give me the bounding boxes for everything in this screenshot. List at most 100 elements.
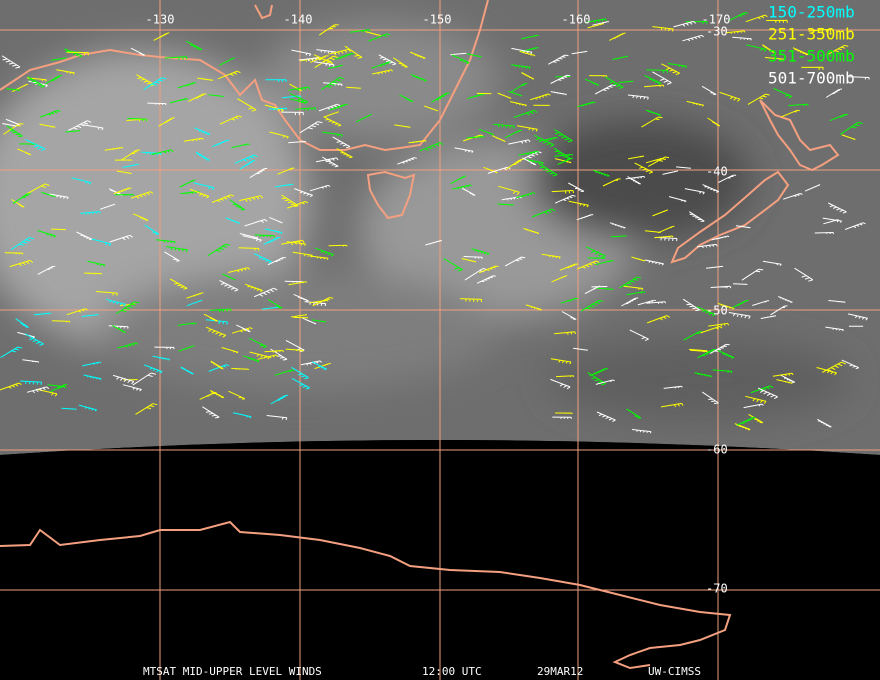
latitude-labels: -30 -40 -50 -60 -70 xyxy=(706,25,728,596)
wind-barb xyxy=(11,83,29,93)
wind-barb xyxy=(568,182,585,192)
wind-barb xyxy=(332,136,351,149)
wind-barb xyxy=(321,156,339,168)
wind-barb xyxy=(397,157,417,165)
wind-barb xyxy=(696,243,718,249)
wind-barb xyxy=(294,188,313,198)
wind-barb xyxy=(242,235,262,242)
wind-barb xyxy=(685,21,708,25)
wind-barb xyxy=(524,158,544,165)
tasmania-coast xyxy=(366,170,416,220)
footer-product: MTSAT MID-UPPER LEVEL WINDS xyxy=(143,665,322,678)
new-zealand-north xyxy=(759,99,840,172)
wind-barb xyxy=(371,61,392,69)
wind-barb xyxy=(559,263,579,271)
wind-barb xyxy=(264,228,283,234)
wind-barb xyxy=(186,299,203,307)
wind-barb xyxy=(745,395,767,404)
wind-barb xyxy=(105,298,126,307)
wind-barb xyxy=(684,188,705,195)
wind-barb xyxy=(244,219,268,227)
wind-barb xyxy=(242,355,260,363)
wind-barb xyxy=(275,183,294,188)
wind-barb xyxy=(641,116,663,128)
wind-barb xyxy=(285,348,304,352)
wind-barb xyxy=(822,217,842,223)
wind-barb xyxy=(557,157,574,165)
wind-barb xyxy=(84,272,102,275)
wind-barb xyxy=(584,78,600,86)
wind-barb xyxy=(804,184,821,192)
wind-barb xyxy=(735,225,751,229)
wind-barb xyxy=(828,300,846,304)
wind-barb xyxy=(766,19,788,23)
wind-barb xyxy=(99,203,116,210)
wind-barb xyxy=(177,82,197,89)
wind-barb xyxy=(594,260,614,266)
wind-barb xyxy=(419,142,444,152)
wind-barb xyxy=(334,52,354,60)
wind-barb xyxy=(554,194,576,204)
wind-barb xyxy=(626,291,646,296)
wind-barb xyxy=(762,260,782,266)
wind-barb xyxy=(696,306,716,317)
wind-barb xyxy=(36,388,58,397)
wind-barb xyxy=(521,72,535,80)
wind-barb xyxy=(65,130,81,133)
wind-barb xyxy=(467,93,486,99)
wind-barb xyxy=(269,216,283,224)
wind-barb xyxy=(646,301,667,304)
wind-barb xyxy=(513,109,538,118)
wind-barb xyxy=(203,313,218,322)
wind-barb xyxy=(587,372,606,386)
wind-barb xyxy=(707,117,721,127)
wind-barb xyxy=(506,158,524,170)
wind-barb xyxy=(410,73,427,82)
wind-barb xyxy=(208,94,224,97)
latitude-label: -30 xyxy=(706,25,728,39)
wind-barb xyxy=(827,202,847,214)
wind-barb xyxy=(618,276,642,289)
wind-barb xyxy=(450,52,467,56)
longitude-label: -130 xyxy=(146,13,175,27)
wind-barb xyxy=(228,267,251,273)
wind-barb xyxy=(647,156,670,167)
wind-barb xyxy=(717,350,735,359)
wind-barb xyxy=(116,170,132,174)
wind-barb xyxy=(825,326,844,332)
wind-barb xyxy=(509,101,527,107)
wind-barb xyxy=(1,55,21,69)
wind-barb xyxy=(15,318,29,328)
wind-barb xyxy=(328,103,349,111)
wind-barb xyxy=(33,312,52,316)
wind-barb xyxy=(746,44,767,52)
wind-barb xyxy=(274,369,295,376)
wind-barb xyxy=(166,246,188,253)
wind-barb xyxy=(644,84,665,88)
wind-barb xyxy=(711,235,730,241)
longitude-label: -160 xyxy=(562,13,591,27)
wind-barb xyxy=(637,299,657,306)
wind-barb xyxy=(654,235,674,239)
wind-barb xyxy=(451,184,472,190)
wind-barb xyxy=(504,129,522,139)
wind-barb xyxy=(0,382,22,391)
wind-barb xyxy=(81,314,99,317)
wind-barb xyxy=(267,257,286,266)
wind-barb xyxy=(82,124,104,131)
wind-barb xyxy=(741,268,764,281)
wind-barb xyxy=(144,224,160,235)
latitude-label: -60 xyxy=(706,443,728,457)
wind-barb xyxy=(682,34,704,42)
wind-barb xyxy=(169,278,188,290)
legend: 150-250mb 251-350mb 351-500mb 501-700mb xyxy=(768,3,855,88)
wind-barb xyxy=(618,80,634,83)
wind-barb xyxy=(264,104,284,113)
wind-barb xyxy=(299,121,323,134)
wind-barb xyxy=(68,120,92,131)
wind-barb xyxy=(210,360,224,370)
longitude-label: -150 xyxy=(423,13,452,27)
wind-barb xyxy=(568,200,589,208)
wind-barb xyxy=(631,256,646,262)
